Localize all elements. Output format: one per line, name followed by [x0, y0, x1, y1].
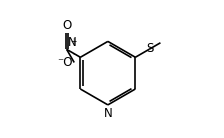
Text: ⁻O: ⁻O — [57, 56, 73, 69]
Text: +: + — [70, 37, 77, 46]
Text: S: S — [146, 42, 153, 55]
Text: O: O — [62, 18, 71, 32]
Text: N: N — [68, 35, 76, 49]
Text: N: N — [103, 107, 112, 120]
Text: ⁻: ⁻ — [73, 52, 77, 61]
